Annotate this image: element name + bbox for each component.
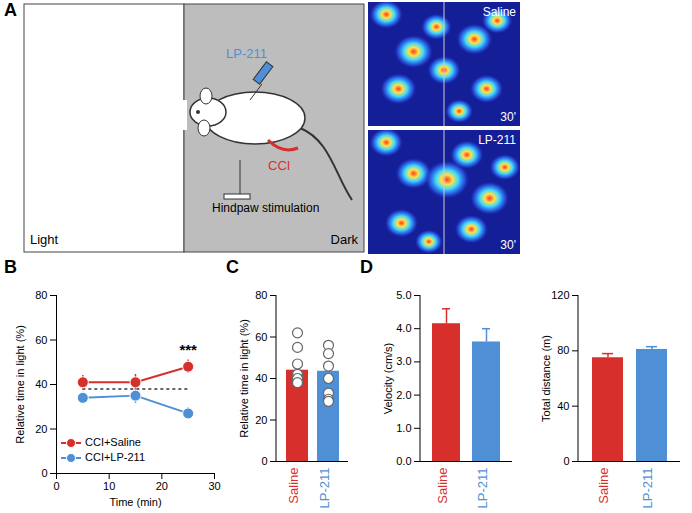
html-text:C: C [226,257,239,277]
svg-text:LP-211: LP-211 [317,468,332,509]
svg-text:80: 80 [557,344,569,356]
svg-text:Saline: Saline [596,468,611,504]
html-text:D: D [360,257,373,277]
html-text:CCI+Saline: CCI+Saline [85,436,141,448]
html-text:CCI+LP-211: CCI+LP-211 [85,451,145,463]
svg-text:Saline: Saline [286,468,301,504]
svg-text:40: 40 [35,378,47,390]
svg-text:10: 10 [103,480,115,492]
svg-text:20: 20 [156,480,168,492]
svg-text:LP-211: LP-211 [475,468,490,509]
svg-text:Velocity (cm/s): Velocity (cm/s) [382,343,394,415]
svg-text:0: 0 [53,480,59,492]
svg-text:80: 80 [35,289,47,301]
html-text:B: B [4,257,17,277]
svg-text:60: 60 [35,334,47,346]
svg-text:40: 40 [255,372,267,384]
svg-text:30': 30' [500,238,516,252]
svg-text:Saline: Saline [483,5,517,19]
svg-text:120: 120 [551,289,569,301]
svg-text:80: 80 [255,289,267,301]
svg-text:Time (min): Time (min) [109,496,161,508]
svg-text:2.0: 2.0 [396,389,411,401]
svg-text:40: 40 [557,400,569,412]
svg-text:LP-211: LP-211 [640,468,655,509]
svg-text:4.0: 4.0 [396,322,411,334]
svg-text:Total distance (m): Total distance (m) [540,335,552,422]
svg-text:Relative time in light (%): Relative time in light (%) [238,319,250,438]
svg-text:0: 0 [261,455,267,467]
svg-text:60: 60 [255,331,267,343]
html-text:A: A [4,0,17,20]
svg-text:0.0: 0.0 [396,455,411,467]
svg-text:0: 0 [41,467,47,479]
svg-text:0: 0 [563,455,569,467]
svg-text:30': 30' [500,110,516,124]
svg-text:20: 20 [35,423,47,435]
svg-text:Hindpaw stimulation: Hindpaw stimulation [212,201,319,215]
svg-text:Relative time in light (%): Relative time in light (%) [14,325,26,444]
svg-text:30: 30 [208,480,220,492]
svg-text:Saline: Saline [435,468,450,504]
svg-text:20: 20 [255,414,267,426]
svg-text:3.0: 3.0 [396,355,411,367]
svg-text:Light: Light [30,232,59,247]
svg-text:***: *** [179,341,197,358]
svg-text:Dark: Dark [331,232,359,247]
svg-text:1.0: 1.0 [396,422,411,434]
svg-text:LP-211: LP-211 [478,133,516,147]
svg-text:CCI: CCI [268,158,290,173]
svg-text:5.0: 5.0 [396,289,411,301]
svg-text:LP-211: LP-211 [226,46,267,61]
